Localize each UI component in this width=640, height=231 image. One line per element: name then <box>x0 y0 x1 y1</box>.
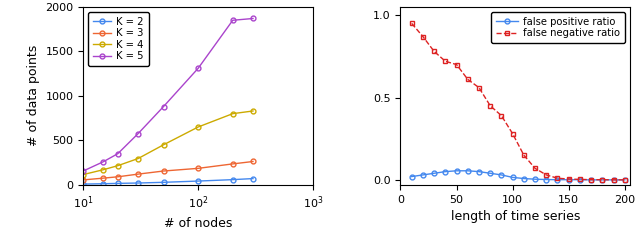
K = 3 <box>229 163 237 165</box>
K = 4 <box>114 164 122 167</box>
K = 2 <box>100 182 108 185</box>
K = 4 <box>160 143 168 146</box>
false positive ratio <box>452 169 460 172</box>
false positive ratio <box>497 173 505 176</box>
K = 2 <box>134 182 142 184</box>
false positive ratio <box>509 176 516 179</box>
false positive ratio <box>621 179 628 181</box>
K = 3 <box>134 173 142 176</box>
K = 2 <box>79 183 87 185</box>
K = 4 <box>79 173 87 176</box>
K = 5 <box>160 105 168 108</box>
K = 3 <box>79 179 87 181</box>
false negative ratio <box>419 35 427 38</box>
false negative ratio <box>554 177 561 179</box>
K = 2 <box>195 180 202 182</box>
K = 2 <box>114 182 122 185</box>
false positive ratio <box>486 172 494 175</box>
K = 4 <box>134 157 142 160</box>
K = 5 <box>100 160 108 163</box>
K = 2 <box>160 181 168 184</box>
false negative ratio <box>442 60 449 63</box>
K = 5 <box>134 132 142 135</box>
K = 2 <box>249 177 257 180</box>
false positive ratio <box>598 179 606 181</box>
X-axis label: length of time series: length of time series <box>451 210 580 223</box>
K = 5 <box>79 170 87 172</box>
false negative ratio <box>475 86 483 89</box>
false positive ratio <box>588 179 595 181</box>
K = 3 <box>195 167 202 170</box>
false negative ratio <box>497 114 505 117</box>
K = 5 <box>229 19 237 22</box>
false positive ratio <box>475 170 483 173</box>
K = 5 <box>114 152 122 155</box>
false positive ratio <box>442 170 449 173</box>
false negative ratio <box>565 178 573 180</box>
K = 4 <box>229 112 237 115</box>
X-axis label: # of nodes: # of nodes <box>164 217 232 230</box>
K = 3 <box>160 170 168 172</box>
false positive ratio <box>531 178 539 181</box>
Line: K = 3: K = 3 <box>81 159 255 182</box>
false negative ratio <box>588 178 595 181</box>
false negative ratio <box>509 132 516 135</box>
K = 3 <box>114 175 122 178</box>
Line: K = 5: K = 5 <box>81 16 255 173</box>
false positive ratio <box>554 178 561 181</box>
false negative ratio <box>452 63 460 66</box>
false negative ratio <box>621 179 628 181</box>
Line: K = 2: K = 2 <box>81 176 255 186</box>
false positive ratio <box>565 178 573 181</box>
K = 5 <box>195 67 202 70</box>
false negative ratio <box>576 178 584 181</box>
false negative ratio <box>598 178 606 181</box>
false positive ratio <box>576 178 584 181</box>
K = 3 <box>249 160 257 163</box>
false positive ratio <box>464 169 472 172</box>
false negative ratio <box>464 78 472 81</box>
false positive ratio <box>543 178 550 181</box>
false negative ratio <box>610 179 618 181</box>
Line: false negative ratio: false negative ratio <box>409 21 627 182</box>
Legend: false positive ratio, false negative ratio: false positive ratio, false negative rat… <box>492 12 625 43</box>
K = 4 <box>249 109 257 112</box>
Line: K = 4: K = 4 <box>81 109 255 177</box>
false positive ratio <box>430 172 438 175</box>
false negative ratio <box>486 104 494 107</box>
false negative ratio <box>408 22 415 25</box>
Line: false positive ratio: false positive ratio <box>409 168 627 182</box>
Y-axis label: # of data points: # of data points <box>27 45 40 146</box>
false negative ratio <box>430 50 438 53</box>
Legend: K = 2, K = 3, K = 4, K = 5: K = 2, K = 3, K = 4, K = 5 <box>88 12 148 67</box>
false positive ratio <box>520 177 528 180</box>
K = 2 <box>229 178 237 181</box>
false negative ratio <box>531 167 539 170</box>
false negative ratio <box>543 173 550 176</box>
false positive ratio <box>419 173 427 176</box>
false positive ratio <box>408 175 415 178</box>
false positive ratio <box>610 179 618 181</box>
K = 4 <box>195 126 202 128</box>
K = 4 <box>100 168 108 171</box>
K = 3 <box>100 177 108 179</box>
K = 5 <box>249 17 257 20</box>
false negative ratio <box>520 154 528 157</box>
